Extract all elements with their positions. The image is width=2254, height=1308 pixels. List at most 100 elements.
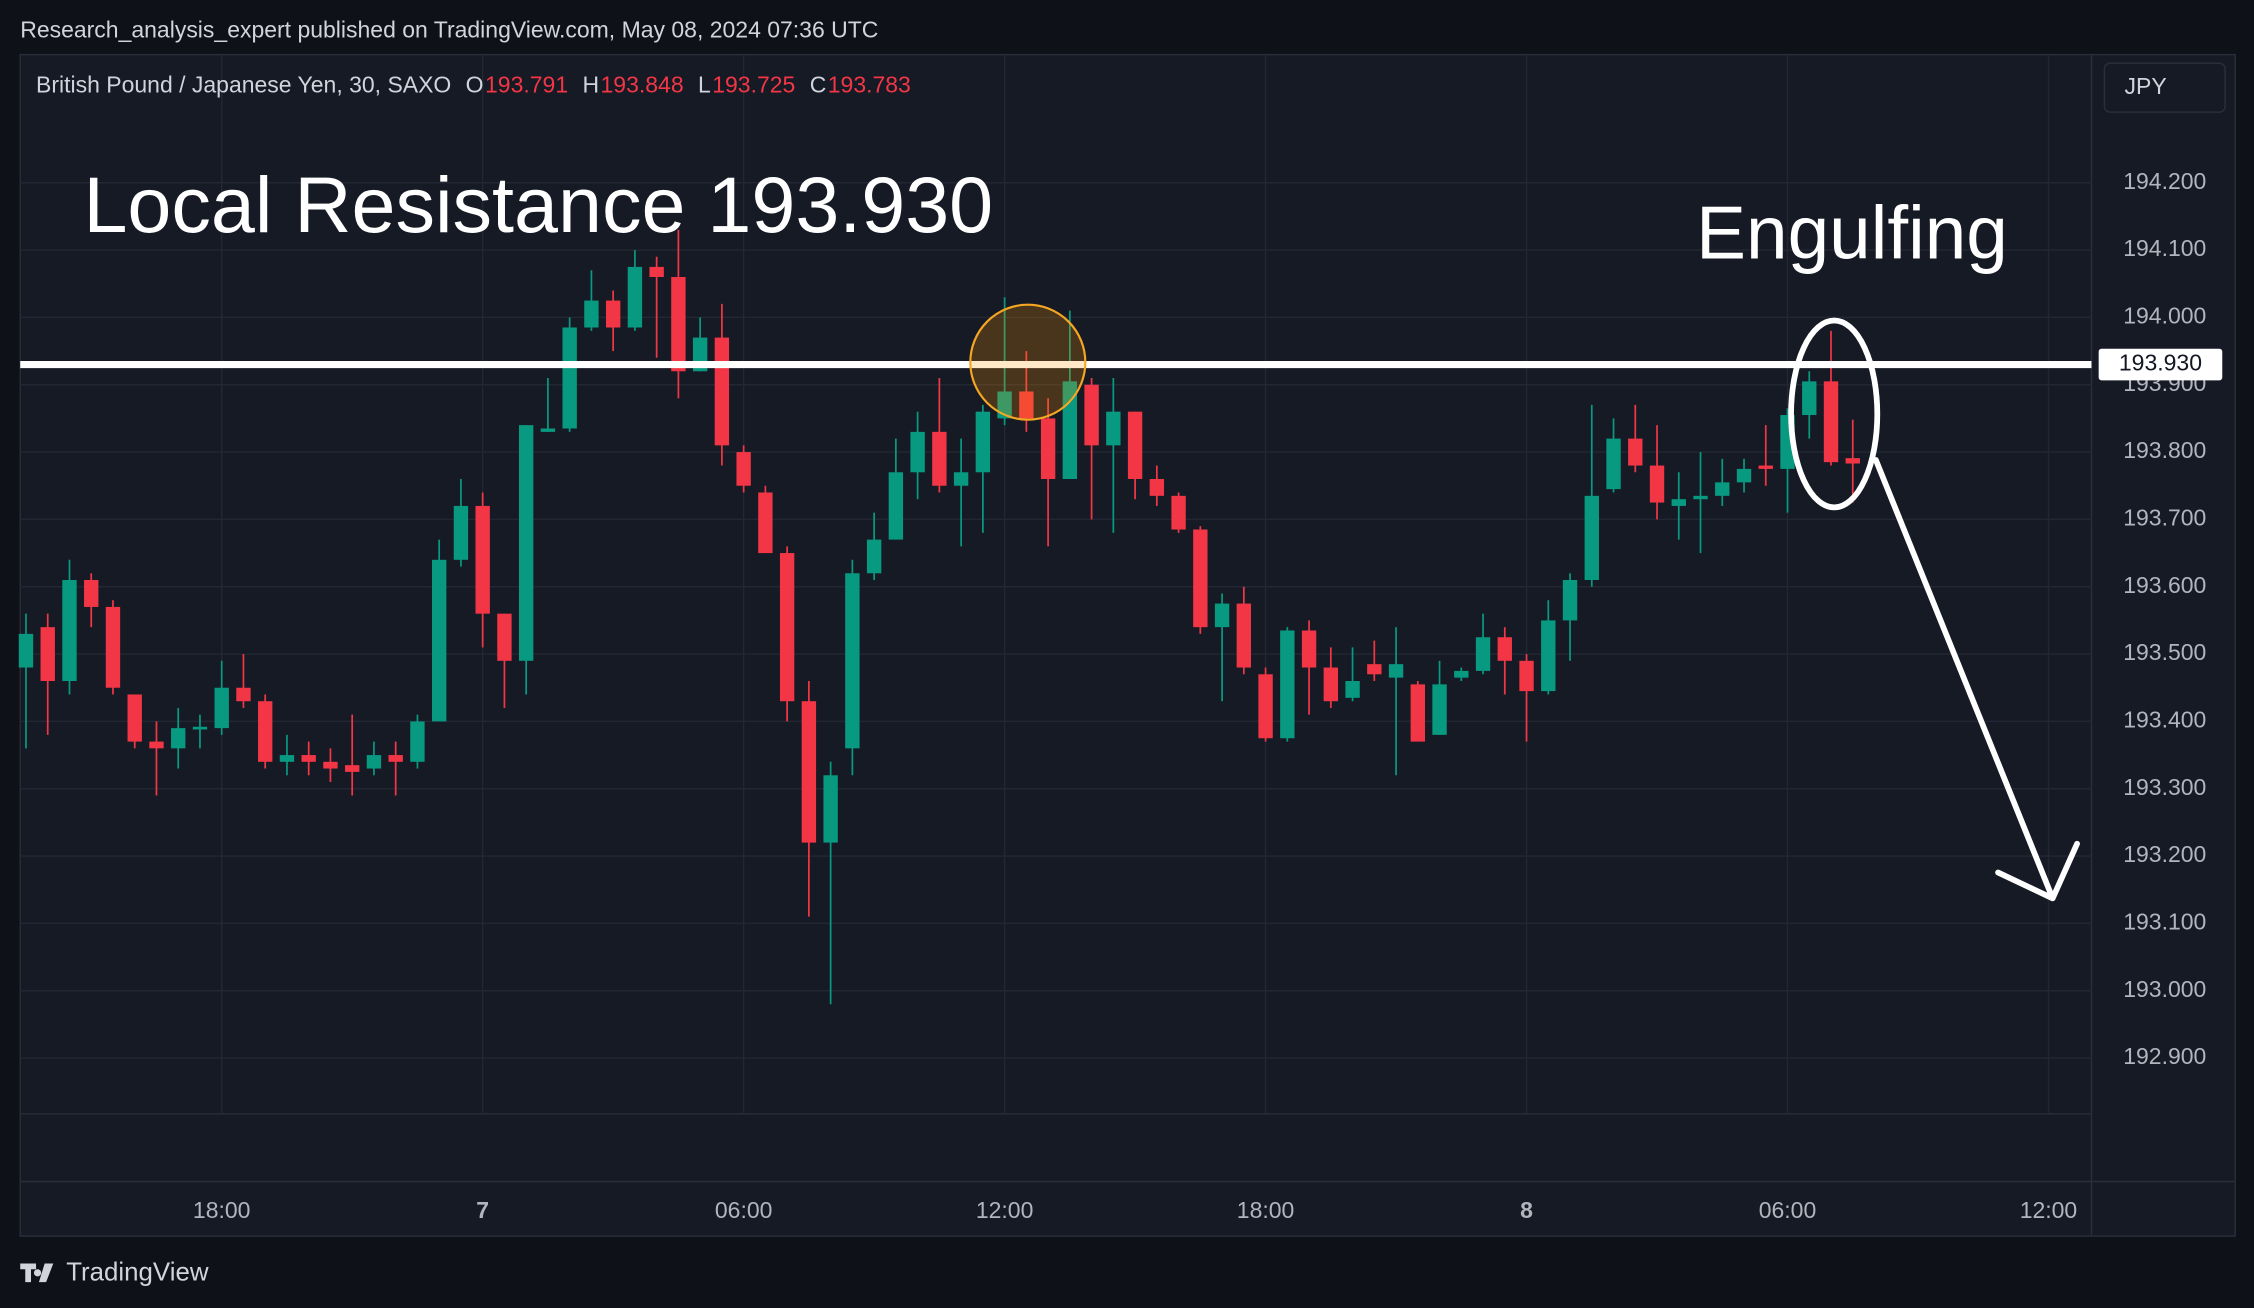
candle-body <box>888 472 904 540</box>
candle-body <box>1671 499 1686 506</box>
grid <box>20 54 2092 1114</box>
brand-logo: TradingView <box>20 1258 209 1286</box>
candle-body <box>475 505 490 614</box>
candle-body <box>388 755 403 762</box>
y-tick-label: 193.500 <box>2123 639 2206 665</box>
ohlc-key: H <box>582 71 599 97</box>
ohlc-key: L <box>698 71 711 97</box>
candle-body <box>236 687 251 702</box>
price-label: 193.930 <box>2119 350 2202 376</box>
candle-body <box>866 539 882 574</box>
candle-body <box>1040 418 1056 480</box>
ohlc-value: 193.783 <box>828 71 911 97</box>
candle-body <box>18 633 34 668</box>
candle-body <box>758 492 773 554</box>
candle-body <box>1149 479 1165 496</box>
candle-body <box>84 580 99 607</box>
y-tick-label: 193.100 <box>2123 908 2206 934</box>
candle-body <box>910 431 925 473</box>
ohlc-value: 193.725 <box>712 71 795 97</box>
candle-body <box>453 505 469 560</box>
engulfing-ellipse <box>1788 317 1881 511</box>
candle-body <box>1693 495 1708 500</box>
y-tick-label: 193.800 <box>2123 437 2206 463</box>
logo-icon <box>20 1263 54 1283</box>
candle-body <box>1736 468 1752 483</box>
brand-text: TradingView <box>66 1258 209 1286</box>
candle-body <box>823 775 838 843</box>
candle-body <box>605 300 621 328</box>
candle-body <box>1584 495 1599 581</box>
x-tick-label: 06:00 <box>715 1197 773 1223</box>
candle-body <box>1280 630 1295 739</box>
ohlc-value: 193.848 <box>601 71 684 97</box>
price-label-box <box>2098 348 2223 381</box>
candle-body <box>671 277 686 372</box>
symbol-label: British Pound / Japanese Yen, 30, SAXO <box>36 71 451 97</box>
ohlc-value: 193.791 <box>485 71 568 97</box>
currency-label[interactable]: JPY <box>2125 73 2167 99</box>
candle-body <box>366 755 382 769</box>
candle-body <box>1084 384 1099 446</box>
candle-body <box>1236 603 1252 668</box>
candle-body <box>214 687 229 729</box>
candle-body <box>1454 670 1469 678</box>
candle-body <box>1171 495 1186 530</box>
candle-body <box>649 266 664 278</box>
candles <box>18 229 1860 1005</box>
publish-header: Research_analysis_expert published on Tr… <box>20 17 878 43</box>
candle-body <box>410 721 425 762</box>
candle-body <box>258 701 273 762</box>
candle-body <box>1258 674 1273 739</box>
candle-body <box>105 606 121 688</box>
candle-body <box>1519 660 1534 692</box>
candle-body <box>932 431 947 486</box>
y-tick-label: 193.600 <box>2123 572 2206 598</box>
candle-body <box>518 425 534 661</box>
annotation: Engulfing <box>1696 190 2008 274</box>
y-tick-label: 192.900 <box>2123 1043 2206 1069</box>
candle-body <box>62 580 77 682</box>
candle-body <box>1301 630 1317 668</box>
candle-body <box>1323 667 1339 702</box>
candle-body <box>997 391 1012 419</box>
x-tick-label: 06:00 <box>1759 1197 1817 1223</box>
x-tick-label: 18:00 <box>193 1197 251 1223</box>
y-tick-label: 193.700 <box>2123 504 2206 530</box>
candle-body <box>1715 482 1730 496</box>
candle-body <box>1410 684 1425 742</box>
y-tick-label: 194.200 <box>2123 168 2206 194</box>
annotation: Local Resistance 193.930 <box>83 160 993 249</box>
candle-body <box>345 765 360 772</box>
y-tick-label: 193.300 <box>2123 774 2206 800</box>
candle-body <box>497 613 512 661</box>
candle-body <box>540 428 556 432</box>
candle-body <box>801 701 817 843</box>
candle-body <box>1562 580 1578 621</box>
candle-body <box>1367 664 1382 675</box>
y-tick-label: 194.000 <box>2123 302 2206 328</box>
candle-body <box>431 559 447 722</box>
candle-body <box>323 761 338 769</box>
x-tick-label: 12:00 <box>976 1197 1034 1223</box>
candle-body <box>40 627 55 682</box>
legend: British Pound / Japanese Yen, 30, SAXO O 1… <box>36 71 911 97</box>
candle-body <box>1606 438 1621 490</box>
ohlc-key: O <box>466 71 484 97</box>
candle-body <box>1845 458 1860 464</box>
candle-body <box>1758 465 1773 469</box>
overlay: Local Resistance 193.930 Engulfing <box>83 160 2080 902</box>
candle-body <box>1497 637 1512 661</box>
candle-body <box>1106 411 1121 446</box>
candle-body <box>1214 603 1230 628</box>
candle-body <box>736 452 751 486</box>
down-arrow <box>1872 457 2080 902</box>
candle-body <box>1345 681 1360 698</box>
highlight-circle <box>969 303 1087 421</box>
candle-body <box>301 755 316 762</box>
candle-body <box>1628 438 1643 466</box>
candle-body <box>1019 391 1034 419</box>
currency-button[interactable] <box>2103 62 2226 113</box>
